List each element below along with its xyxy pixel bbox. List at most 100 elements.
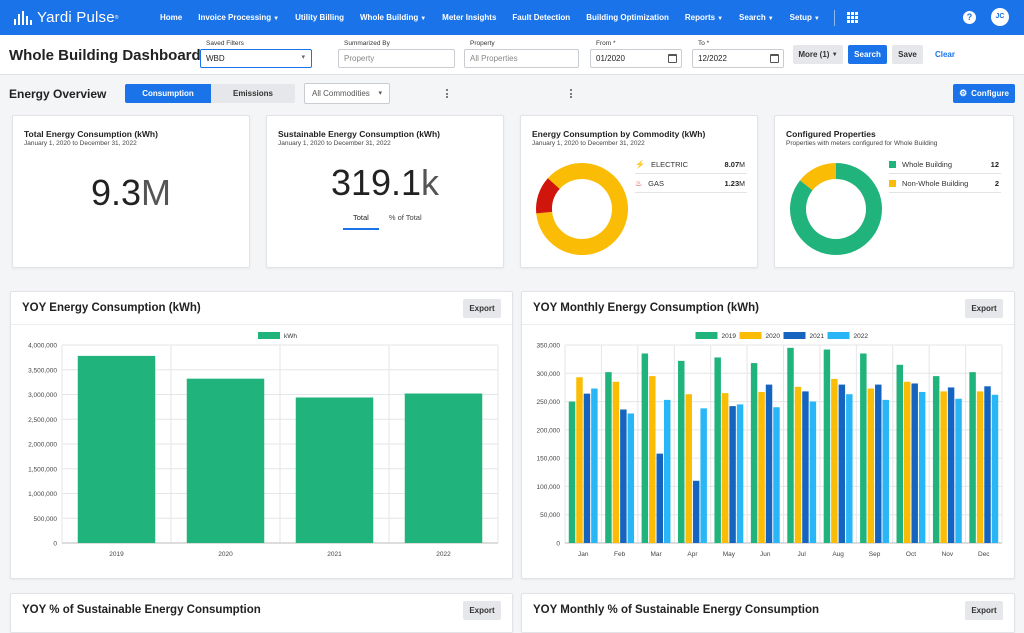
configured-properties-card: Configured Properties Properties with me… <box>774 115 1014 268</box>
bar <box>984 386 991 543</box>
nav-item-building-optimization[interactable]: Building Optimization <box>578 13 677 22</box>
bar <box>295 397 374 543</box>
nav-item-meter-insights[interactable]: Meter Insights <box>434 13 504 22</box>
value-number: 8.07 <box>724 159 740 169</box>
donut-slice <box>790 163 882 255</box>
nav-item-label: Setup <box>789 13 812 22</box>
export-button[interactable]: Export <box>463 601 501 620</box>
kpi-unit: k <box>421 162 440 203</box>
export-button[interactable]: Export <box>965 299 1003 318</box>
bar <box>896 364 903 543</box>
x-tick-label: Oct <box>906 551 916 558</box>
nav-item-label: Whole Building <box>360 13 419 22</box>
property-menu-icon[interactable] <box>564 84 578 103</box>
nav-menu: Home Invoice Processing ▼ Utility Billing Wh… <box>152 0 828 35</box>
commodities-select[interactable]: All Commodities ▾ <box>304 83 390 104</box>
page-title: Whole Building Dashboard <box>9 47 201 64</box>
yardi-pulse-logo[interactable]: Yardi Pulse ® <box>14 9 152 26</box>
tab-total[interactable]: Total <box>343 213 379 230</box>
legend-value: 8.07M <box>725 160 745 169</box>
bar <box>823 349 831 543</box>
configure-button[interactable]: ⚙ Configure <box>953 84 1015 103</box>
calendar-icon[interactable] <box>770 54 779 63</box>
bar <box>765 384 773 543</box>
summarized-by-label: Summarized By <box>344 40 390 47</box>
summarized-by-group: Summarized By Property <box>338 40 455 68</box>
to-date-field[interactable]: 12/2022 <box>692 49 784 68</box>
tab-percent-of-total[interactable]: % of Total <box>388 213 422 222</box>
export-button[interactable]: Export <box>965 601 1003 620</box>
calendar-icon[interactable] <box>668 54 677 63</box>
bar <box>605 372 612 543</box>
kpi-number: 9.3 <box>90 172 142 213</box>
legend-row-whole-building: Whole Building 12 <box>889 155 1001 174</box>
donut-slice <box>536 163 628 255</box>
card-subtitle: January 1, 2020 to December 31, 2022 <box>532 140 645 147</box>
nav-item-setup[interactable]: Setup ▼ <box>782 13 828 22</box>
user-avatar[interactable]: JC <box>991 8 1009 26</box>
yoy-bar-chart: 4,000,000 3,500,000 3,000,000 2,500,000 2,00… <box>28 332 499 558</box>
bar <box>620 409 627 543</box>
search-button[interactable]: Search <box>848 45 887 64</box>
nav-divider <box>833 9 835 26</box>
card-subtitle: January 1, 2020 to December 31, 2022 <box>278 140 391 147</box>
configure-label: Configure <box>971 89 1009 98</box>
bar <box>867 388 875 543</box>
bar <box>940 391 947 543</box>
nav-item-reports[interactable]: Reports ▼ <box>677 13 731 22</box>
y-tick-label: 1,000,000 <box>28 491 57 498</box>
help-icon[interactable]: ? <box>963 11 976 24</box>
from-date-field[interactable]: 01/2020 <box>590 49 682 68</box>
chart-title: YOY Energy Consumption (kWh) <box>22 302 201 314</box>
save-button[interactable]: Save <box>892 45 923 64</box>
summarized-by-field[interactable]: Property <box>338 49 455 68</box>
bar <box>875 384 882 543</box>
saved-filters-select[interactable]: WBD ▾ <box>200 49 312 68</box>
saved-filters-value: WBD <box>206 54 225 63</box>
y-tick-label: 200,000 <box>537 427 561 434</box>
bar <box>591 388 598 543</box>
bar <box>568 401 576 543</box>
to-date-value: 12/2022 <box>698 54 727 63</box>
consumption-toggle[interactable]: Consumption <box>125 84 211 103</box>
x-tick-label: Aug <box>832 551 844 558</box>
clear-button[interactable]: Clear <box>934 50 955 59</box>
nav-item-search[interactable]: Search ▼ <box>731 13 782 22</box>
export-button[interactable]: Export <box>463 299 501 318</box>
bar <box>903 381 911 543</box>
sustainable-tabs: Total % of Total <box>343 213 432 230</box>
energy-overview-title: Energy Overview <box>9 87 107 101</box>
flame-icon: ♨ <box>635 178 643 188</box>
property-field[interactable]: All Properties <box>464 49 579 68</box>
bar <box>860 353 867 543</box>
legend-swatch <box>739 332 762 339</box>
value-unit: M <box>739 180 745 188</box>
nav-item-label: Home <box>160 13 183 22</box>
bar <box>692 480 700 543</box>
apps-grid-icon[interactable] <box>846 12 858 23</box>
y-tick-label: 3,500,000 <box>28 367 57 374</box>
y-tick-label: 4,000,000 <box>28 343 57 350</box>
more-filters-button[interactable]: More (1) ▼ <box>793 45 843 64</box>
pulse-logo-icon <box>14 10 32 25</box>
nav-item-whole-building[interactable]: Whole Building ▼ <box>352 13 434 22</box>
nav-item-label: Building Optimization <box>586 13 669 22</box>
property-placeholder: All Properties <box>470 54 518 63</box>
summarized-by-menu-icon[interactable] <box>440 84 454 103</box>
card-title: Energy Consumption by Commodity (kWh) <box>532 129 706 139</box>
bar <box>664 399 671 543</box>
emissions-toggle[interactable]: Emissions <box>211 84 295 103</box>
bar <box>947 387 955 543</box>
nav-item-home[interactable]: Home <box>152 13 190 22</box>
nav-item-label: Reports <box>684 13 716 22</box>
caret-down-icon: ▼ <box>420 16 427 22</box>
y-tick-label: 150,000 <box>537 456 561 463</box>
nav-item-fault-detection[interactable]: Fault Detection <box>504 13 578 22</box>
bar <box>773 407 780 543</box>
bar <box>846 394 853 543</box>
x-tick-label: 2019 <box>109 551 124 558</box>
nav-item-invoice-processing[interactable]: Invoice Processing ▼ <box>190 13 287 22</box>
nav-item-utility-billing[interactable]: Utility Billing <box>287 13 352 22</box>
x-tick-label: Jun <box>760 551 771 558</box>
bar <box>627 413 635 543</box>
